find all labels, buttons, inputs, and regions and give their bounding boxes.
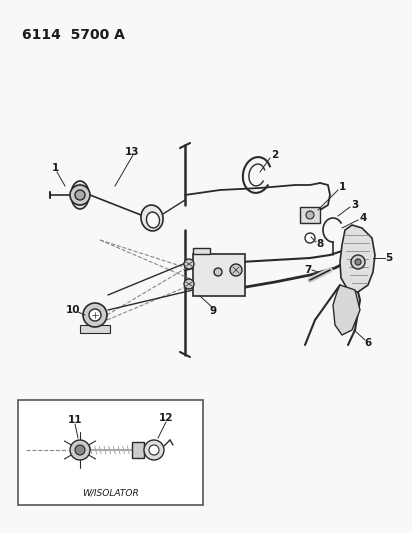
Circle shape [83, 303, 107, 327]
Circle shape [149, 445, 159, 455]
Circle shape [184, 259, 194, 269]
Circle shape [70, 440, 90, 460]
Bar [193, 254, 245, 296]
Text: 6114  5700 A: 6114 5700 A [22, 28, 125, 42]
Circle shape [306, 211, 314, 219]
Text: 2: 2 [272, 150, 279, 160]
Text: 6: 6 [364, 338, 372, 348]
Bar [18, 400, 203, 505]
Text: W/ISOLATOR: W/ISOLATOR [82, 489, 139, 497]
Text: 1: 1 [338, 182, 346, 192]
Ellipse shape [146, 212, 159, 228]
Circle shape [184, 279, 194, 289]
Circle shape [89, 309, 101, 321]
Circle shape [230, 264, 242, 276]
Text: 7: 7 [304, 265, 312, 275]
Text: 3: 3 [351, 200, 358, 210]
Text: 13: 13 [125, 147, 139, 157]
Bar [132, 442, 144, 458]
Text: 5: 5 [385, 253, 393, 263]
Text: 8: 8 [316, 239, 323, 249]
Circle shape [305, 233, 315, 243]
Text: 12: 12 [159, 413, 173, 423]
Text: 11: 11 [68, 415, 82, 425]
Circle shape [70, 185, 90, 205]
Bar [300, 207, 320, 223]
Polygon shape [193, 248, 210, 254]
Text: 10: 10 [66, 305, 80, 315]
Circle shape [214, 268, 222, 276]
Text: 1: 1 [52, 163, 59, 173]
Circle shape [144, 440, 164, 460]
Text: 9: 9 [209, 306, 217, 316]
Polygon shape [333, 285, 360, 335]
Polygon shape [340, 225, 375, 292]
Ellipse shape [71, 181, 89, 209]
Ellipse shape [141, 205, 163, 231]
Circle shape [355, 259, 361, 265]
Circle shape [75, 445, 85, 455]
Text: 4: 4 [359, 213, 367, 223]
Bar [80, 325, 110, 333]
Circle shape [75, 190, 85, 200]
Circle shape [351, 255, 365, 269]
